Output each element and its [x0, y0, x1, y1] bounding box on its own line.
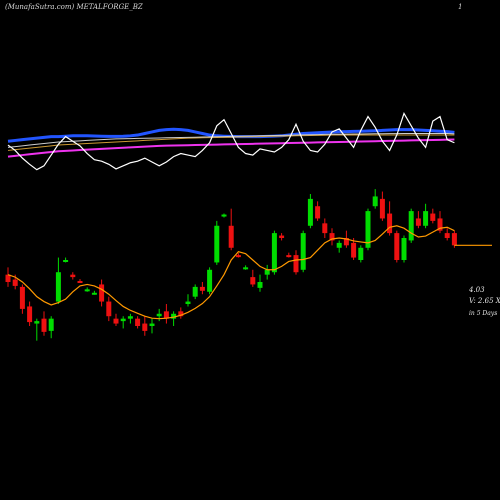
candle-body [307, 198, 313, 226]
candle-body [48, 318, 54, 331]
candle-body [99, 284, 105, 302]
mid_band_2-line [7, 134, 455, 151]
candle-body [387, 213, 393, 234]
candle-body [329, 233, 335, 241]
candle-body [372, 196, 378, 207]
candle-body [5, 274, 11, 282]
candle-body [286, 255, 292, 258]
candle-body [235, 255, 241, 258]
candle-body [379, 198, 385, 219]
candle-body [127, 316, 133, 319]
indicator-pane [7, 112, 455, 171]
candle-body [315, 206, 321, 219]
candle-body [19, 286, 25, 309]
candle-body [12, 279, 18, 286]
chart-header-title: (MunafaSutra.com) METALFORGE_BZ [5, 3, 143, 11]
candle-body [171, 313, 177, 319]
candle-body [423, 211, 429, 226]
price-pane [5, 189, 492, 341]
ema-line [7, 225, 455, 320]
candle-body [271, 233, 277, 273]
candle-body [336, 242, 342, 248]
candle-body [228, 225, 234, 248]
candle-body [243, 267, 249, 270]
candle-body [351, 242, 357, 258]
candle-body [41, 318, 47, 332]
candle-body [264, 269, 270, 275]
candle-body [156, 313, 162, 317]
candle-body [106, 301, 112, 317]
candle-body [343, 238, 349, 246]
candle-body [120, 318, 126, 322]
candle-body [408, 211, 414, 241]
candle-body [185, 301, 191, 304]
candle-body [207, 269, 213, 292]
candle-body [84, 289, 90, 292]
candle-body [444, 233, 450, 238]
candle-body [27, 306, 33, 323]
candle-body [149, 323, 155, 326]
candle-body [365, 211, 371, 248]
candle-body [250, 277, 256, 285]
candle-body [163, 311, 169, 319]
candle-body [192, 286, 198, 297]
candle-body [178, 311, 184, 317]
candle-body [257, 282, 263, 288]
candle-body [91, 292, 97, 295]
volume-ratio-label: V: 2.65 X [469, 297, 500, 305]
candle-body [430, 213, 436, 221]
candle-body [55, 272, 61, 302]
lower_band-line [7, 138, 455, 158]
period-label: in 5 Days [469, 310, 497, 317]
candle-body [77, 281, 83, 284]
candle-body [401, 238, 407, 260]
candle-body [358, 247, 364, 260]
candle-body [437, 218, 443, 231]
candle-body [135, 318, 141, 326]
candle-body [279, 235, 285, 238]
candle-body [415, 218, 421, 226]
candle-body [113, 318, 119, 324]
candle-body [34, 321, 40, 324]
candle-body [300, 233, 306, 270]
candle-body [221, 214, 227, 217]
page-number: 1 [458, 3, 462, 11]
candle-body [451, 233, 457, 246]
candle-body [214, 225, 220, 263]
candle-body [322, 223, 328, 234]
candle-body [199, 286, 205, 291]
candle-body [63, 260, 69, 262]
candle-body [70, 274, 76, 278]
candle-body [142, 323, 148, 331]
mid_band-line [7, 133, 455, 148]
last-price-label: 4.03 [468, 286, 485, 294]
candle-body [293, 255, 299, 273]
candle-body [394, 233, 400, 260]
rsi-line [7, 112, 455, 171]
